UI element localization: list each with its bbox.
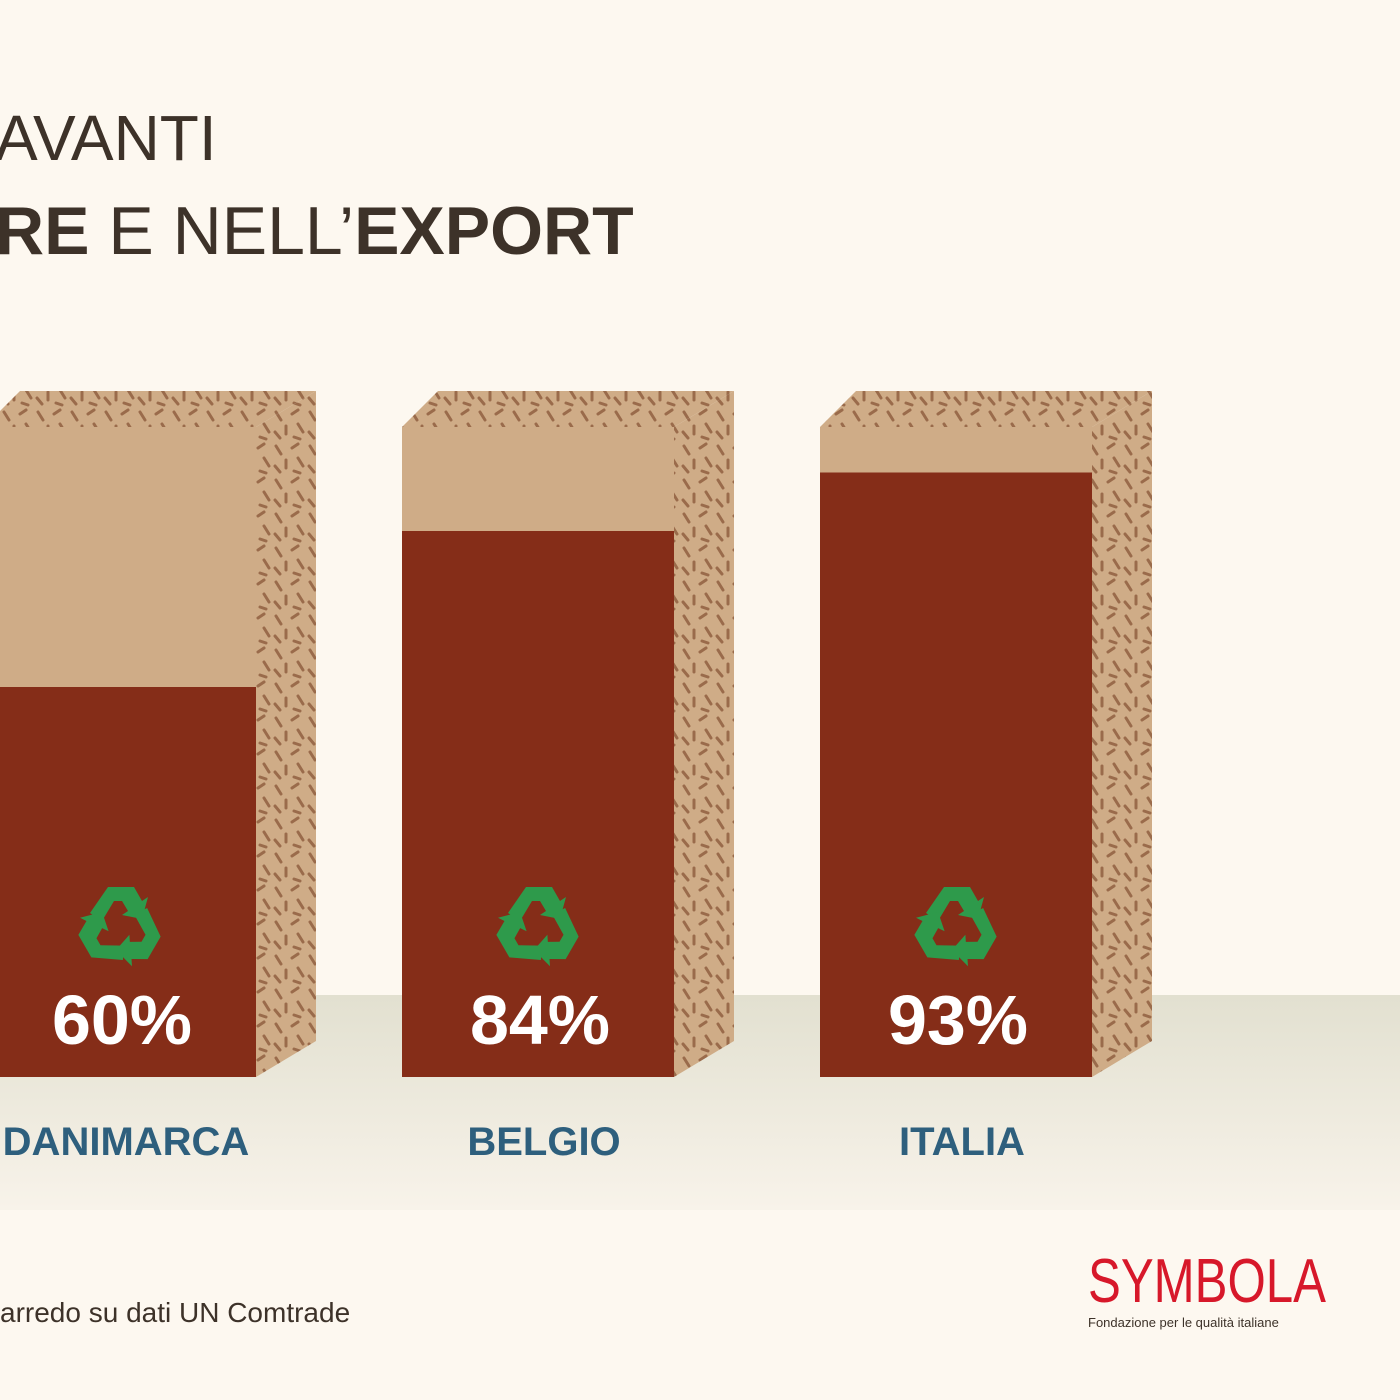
- bar-side: [674, 391, 734, 1077]
- title-line: RE E NELL’EXPORT: [0, 193, 634, 269]
- logo-subtitle: Fondazione per le qualità italiane: [1088, 1315, 1279, 1330]
- logo: SYMBOLA: [1088, 1247, 1327, 1316]
- bar-side: [256, 391, 316, 1077]
- source: arredo su dati UN Comtrade: [0, 1297, 350, 1328]
- value-label: 60%: [52, 981, 192, 1059]
- category-label: ITALIA: [899, 1120, 1025, 1164]
- bar: [0, 687, 256, 1077]
- title-line: AVANTI: [0, 102, 217, 174]
- bar-top: [0, 391, 316, 427]
- category-label: DANIMARCA: [3, 1120, 250, 1164]
- bars: 60% DANIMARCA 84% BELGIO 93% ITALIA: [0, 391, 1152, 1164]
- title-light: E NELL’: [89, 193, 354, 269]
- title-bold: EXPORT: [354, 193, 634, 269]
- bar: [402, 531, 674, 1077]
- category-label: BELGIO: [467, 1120, 620, 1164]
- bar-top: [402, 391, 734, 427]
- value-label: 93%: [888, 981, 1028, 1059]
- bar-top: [820, 391, 1152, 427]
- value-label: 84%: [470, 981, 610, 1059]
- bar-side: [1092, 391, 1152, 1077]
- bar: [820, 472, 1092, 1077]
- title-bold: RE: [0, 193, 89, 269]
